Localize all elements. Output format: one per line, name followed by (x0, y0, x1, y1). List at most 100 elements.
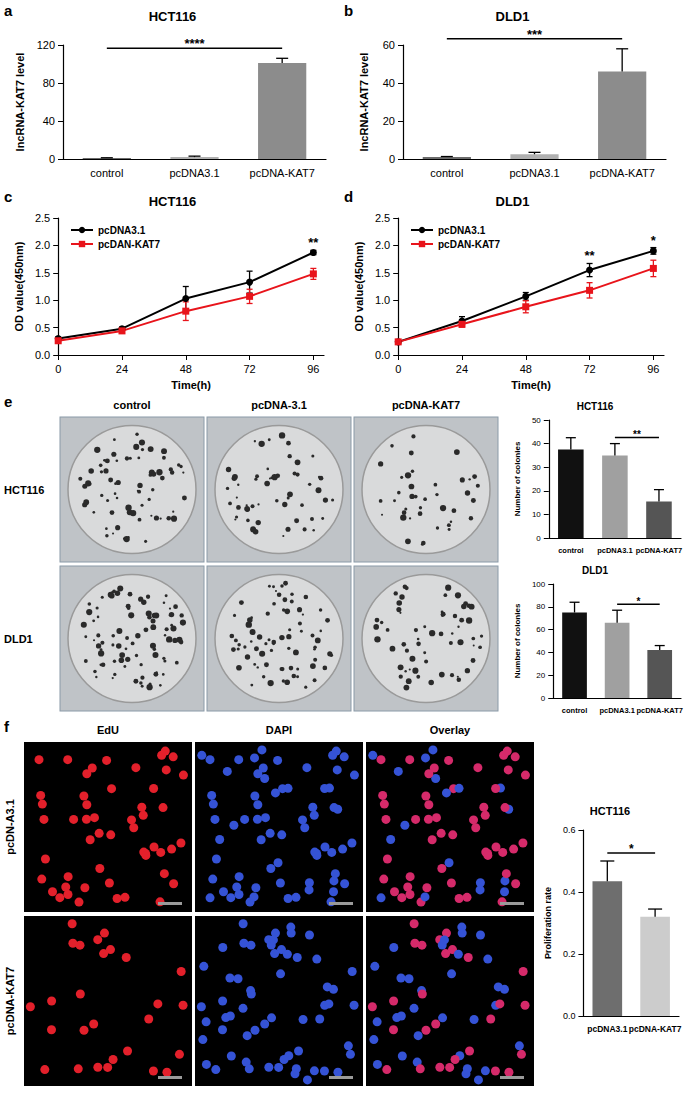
svg-text:DLD1: DLD1 (496, 9, 530, 24)
svg-text:2.5: 2.5 (375, 212, 390, 224)
svg-text:40: 40 (532, 439, 541, 448)
svg-text:0: 0 (55, 363, 61, 375)
svg-text:**: ** (585, 248, 596, 263)
svg-text:DLD1: DLD1 (4, 633, 33, 645)
svg-text:40: 40 (43, 115, 55, 127)
svg-text:0.4: 0.4 (563, 887, 576, 897)
svg-text:DLD1: DLD1 (496, 194, 530, 209)
svg-text:pcDAN-KAT7: pcDAN-KAT7 (438, 239, 500, 250)
svg-text:pcDNA-KAT7: pcDNA-KAT7 (636, 706, 683, 715)
svg-text:72: 72 (243, 363, 255, 375)
svg-text:**: ** (633, 429, 641, 440)
svg-text:OD value(450nm): OD value(450nm) (353, 241, 365, 331)
svg-text:120: 120 (37, 39, 55, 51)
svg-text:60: 60 (383, 39, 395, 51)
svg-text:0.2: 0.2 (563, 949, 576, 959)
svg-text:1.0: 1.0 (35, 294, 50, 306)
svg-text:Time(h): Time(h) (511, 379, 551, 391)
svg-text:100: 100 (532, 580, 546, 589)
svg-text:1.0: 1.0 (375, 294, 390, 306)
svg-text:lncRNA-KAT7 level: lncRNA-KAT7 level (358, 53, 370, 152)
svg-text:HCT116: HCT116 (577, 401, 614, 412)
svg-text:2.0: 2.0 (35, 239, 50, 251)
svg-text:Time(h): Time(h) (171, 379, 211, 391)
svg-text:DAPI: DAPI (266, 724, 292, 736)
svg-text:0.5: 0.5 (375, 322, 390, 334)
svg-text:30: 30 (532, 463, 541, 472)
svg-text:HCT116: HCT116 (149, 194, 197, 209)
svg-text:0: 0 (389, 153, 395, 165)
svg-text:HCT116: HCT116 (590, 805, 630, 817)
svg-text:Proliferation rate: Proliferation rate (543, 887, 553, 959)
svg-text:lncRNA-KAT7 level: lncRNA-KAT7 level (14, 53, 26, 152)
svg-text:control: control (562, 706, 587, 715)
svg-text:pcDNA3.1: pcDNA3.1 (587, 1024, 627, 1034)
svg-text:10: 10 (532, 510, 541, 519)
svg-text:0: 0 (536, 534, 541, 543)
svg-text:40: 40 (383, 77, 395, 89)
svg-text:*: * (651, 233, 657, 248)
svg-text:24: 24 (116, 363, 128, 375)
svg-text:0.0: 0.0 (375, 349, 390, 361)
svg-text:pcDNA3.1: pcDNA3.1 (98, 225, 146, 236)
svg-text:pcDNA-KAT7: pcDNA-KAT7 (392, 399, 460, 411)
svg-text:0.6: 0.6 (563, 825, 576, 835)
svg-text:1.5: 1.5 (35, 267, 50, 279)
svg-text:20: 20 (536, 671, 545, 680)
svg-text:48: 48 (520, 363, 532, 375)
svg-text:2.5: 2.5 (35, 212, 50, 224)
svg-text:control: control (558, 546, 583, 555)
html-text:b: b (344, 2, 354, 19)
svg-text:*: * (636, 596, 640, 607)
svg-text:0.0: 0.0 (563, 1011, 576, 1021)
svg-text:0.5: 0.5 (35, 322, 50, 334)
svg-text:60: 60 (536, 625, 545, 634)
svg-text:pcDAN-KAT7: pcDAN-KAT7 (98, 239, 160, 250)
svg-text:EdU: EdU (97, 724, 119, 736)
svg-text:HCT116: HCT116 (149, 9, 197, 24)
svg-text:control: control (430, 167, 463, 179)
html-text:d: d (344, 188, 354, 205)
svg-text:****: **** (184, 36, 205, 51)
svg-text:40: 40 (536, 648, 545, 657)
svg-text:pcDNA3.1: pcDNA3.1 (597, 546, 632, 555)
svg-text:control: control (113, 399, 150, 411)
svg-text:pcDNA-KAT7: pcDNA-KAT7 (250, 167, 315, 179)
svg-text:96: 96 (307, 363, 319, 375)
svg-text:**: ** (308, 235, 319, 250)
svg-text:50: 50 (532, 416, 541, 425)
svg-text:pcDN-A3.1: pcDN-A3.1 (4, 799, 16, 855)
svg-text:80: 80 (536, 602, 545, 611)
svg-text:pcDNA-3.1: pcDNA-3.1 (251, 399, 307, 411)
svg-text:pcDNA-KAT7: pcDNA-KAT7 (4, 967, 16, 1035)
svg-text:24: 24 (456, 363, 468, 375)
svg-text:80: 80 (43, 77, 55, 89)
svg-text:pcDNA-KAT7: pcDNA-KAT7 (636, 546, 683, 555)
svg-text:0: 0 (541, 694, 546, 703)
svg-text:96: 96 (647, 363, 659, 375)
svg-text:DLD1: DLD1 (582, 565, 609, 576)
svg-text:OD value(450nm): OD value(450nm) (13, 241, 25, 331)
svg-text:pcDNA3.1: pcDNA3.1 (509, 167, 559, 179)
svg-text:pcDNA-KAT7: pcDNA-KAT7 (629, 1024, 682, 1034)
svg-text:0: 0 (49, 153, 55, 165)
svg-text:2.0: 2.0 (375, 239, 390, 251)
svg-text:Number of colonies: Number of colonies (513, 441, 522, 516)
svg-text:*: * (629, 842, 634, 856)
svg-text:pcDNA-KAT7: pcDNA-KAT7 (590, 167, 655, 179)
svg-text:control: control (90, 167, 123, 179)
svg-text:72: 72 (583, 363, 595, 375)
svg-text:0.0: 0.0 (35, 349, 50, 361)
svg-text:pcDNA3.1: pcDNA3.1 (169, 167, 219, 179)
svg-text:48: 48 (180, 363, 192, 375)
svg-text:pcDNA3.1: pcDNA3.1 (438, 225, 486, 236)
svg-text:Number of colonies: Number of colonies (513, 603, 522, 678)
svg-text:Overlay: Overlay (430, 724, 471, 736)
svg-text:***: *** (527, 27, 543, 42)
svg-text:1.5: 1.5 (375, 267, 390, 279)
svg-text:0: 0 (395, 363, 401, 375)
svg-text:pcDNA3.1: pcDNA3.1 (599, 706, 634, 715)
svg-text:20: 20 (383, 115, 395, 127)
svg-text:HCT116: HCT116 (4, 484, 44, 496)
svg-text:20: 20 (532, 486, 541, 495)
